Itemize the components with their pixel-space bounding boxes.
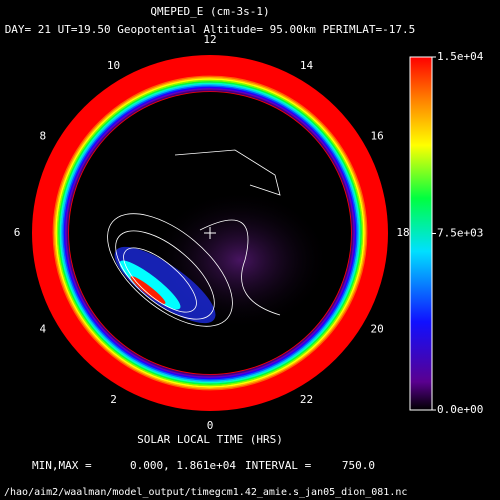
ring-band (63, 86, 357, 380)
hour-label: 0 (207, 419, 214, 432)
ring-band (54, 77, 366, 389)
colorbar-label: 0.0e+00 (437, 403, 483, 416)
ring-band (58, 81, 362, 385)
hour-label: 2 (110, 393, 117, 406)
ring-band (52, 75, 368, 391)
contour-band (114, 246, 216, 324)
x-axis-label: SOLAR LOCAL TIME (HRS) (137, 433, 283, 446)
contour-field (107, 149, 330, 330)
hour-label: 16 (371, 130, 384, 143)
hour-label: 6 (14, 226, 21, 239)
hour-label: 12 (203, 33, 216, 46)
colorbar-label: 7.5e+03 (437, 227, 483, 240)
ring-band (51, 74, 369, 392)
hour-label: 20 (371, 323, 384, 336)
stats-label: INTERVAL = (245, 459, 312, 472)
ring-band (61, 84, 359, 382)
ring-band (55, 78, 365, 388)
contour-line (199, 219, 281, 316)
hour-label: 22 (300, 393, 313, 406)
hour-label: 4 (40, 323, 47, 336)
ring-band (56, 79, 364, 387)
stats-value: 0.000, 1.861e+04 (130, 459, 236, 472)
contour-line (107, 213, 233, 327)
ring-band (62, 85, 358, 381)
contour-line (123, 247, 197, 313)
hour-label: 10 (107, 59, 120, 72)
ring-band (66, 89, 354, 377)
contour-band (119, 260, 181, 310)
ring-band (65, 88, 355, 378)
contour-line (115, 230, 215, 320)
chart-title: QMEPED_E (cm-3s-1) (150, 5, 269, 18)
hour-label: 14 (300, 59, 314, 72)
ring-band (59, 82, 361, 384)
colorbar-label: 1.5e+04 (437, 50, 484, 63)
stats-value: 750.0 (342, 459, 375, 472)
colorbar (409, 56, 433, 411)
chart-subtitle: DAY= 21 UT=19.50 Geopotential Altitude= … (5, 23, 416, 36)
stats-label: MIN,MAX = (32, 459, 92, 472)
contour-peak (130, 276, 166, 304)
hour-label: 18 (396, 226, 409, 239)
coastline (174, 149, 281, 196)
file-path: /hao/aim2/waalman/model_output/timegcm1.… (4, 487, 407, 498)
hour-label: 8 (40, 130, 47, 143)
